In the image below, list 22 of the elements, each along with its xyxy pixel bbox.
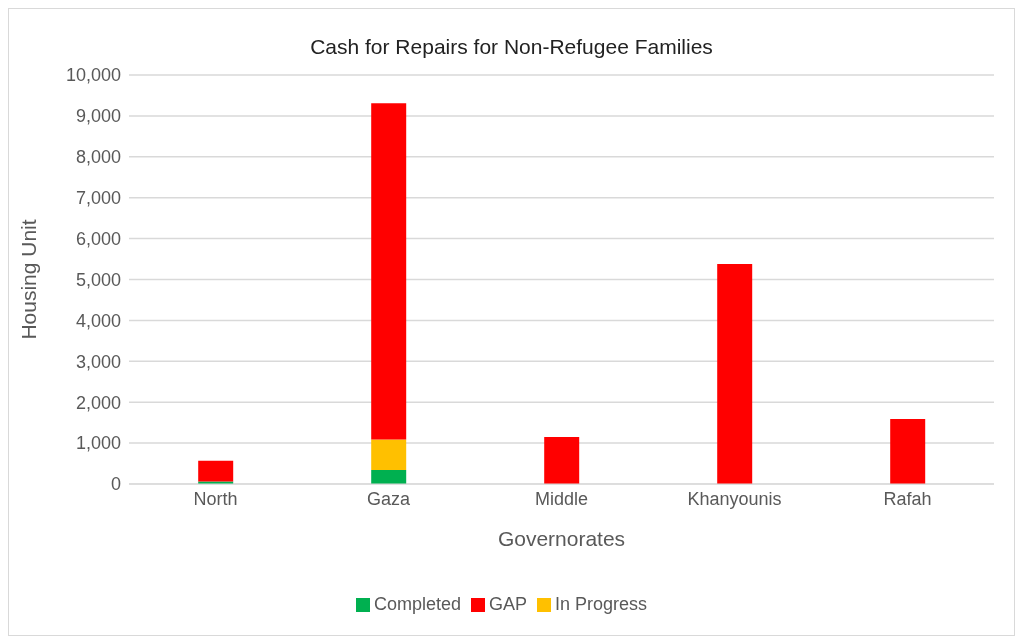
x-tick-label: Middle <box>534 488 589 509</box>
x-axis-title: Governorates <box>497 527 626 550</box>
x-tick-label: Khanyounis <box>687 488 782 509</box>
y-tick-label: 7,000 <box>75 188 121 209</box>
y-tick-label: 6,000 <box>75 228 121 249</box>
y-tick-label: 1,000 <box>75 433 121 454</box>
chart-title: Cash for Repairs for Non-Refugee Families <box>309 35 714 60</box>
y-tick-label: 4,000 <box>75 310 121 331</box>
y-tick-label: 2,000 <box>75 392 121 413</box>
legend-label: In Progress <box>555 594 648 614</box>
y-tick-label: 10,000 <box>65 65 121 86</box>
y-tick-label: 9,000 <box>75 106 121 127</box>
x-tick-label: Gaza <box>366 488 411 509</box>
y-tick-label: 5,000 <box>75 269 121 290</box>
legend-label: GAP <box>488 594 527 614</box>
y-axis-title: Housing Unit <box>17 219 41 340</box>
y-tick-label: 3,000 <box>75 351 121 372</box>
legend-label: Completed <box>373 594 461 614</box>
x-tick-label: Rafah <box>883 488 932 509</box>
y-tick-label: 0 <box>110 474 121 495</box>
x-tick-label: North <box>193 488 238 509</box>
y-tick-label: 8,000 <box>75 147 121 168</box>
